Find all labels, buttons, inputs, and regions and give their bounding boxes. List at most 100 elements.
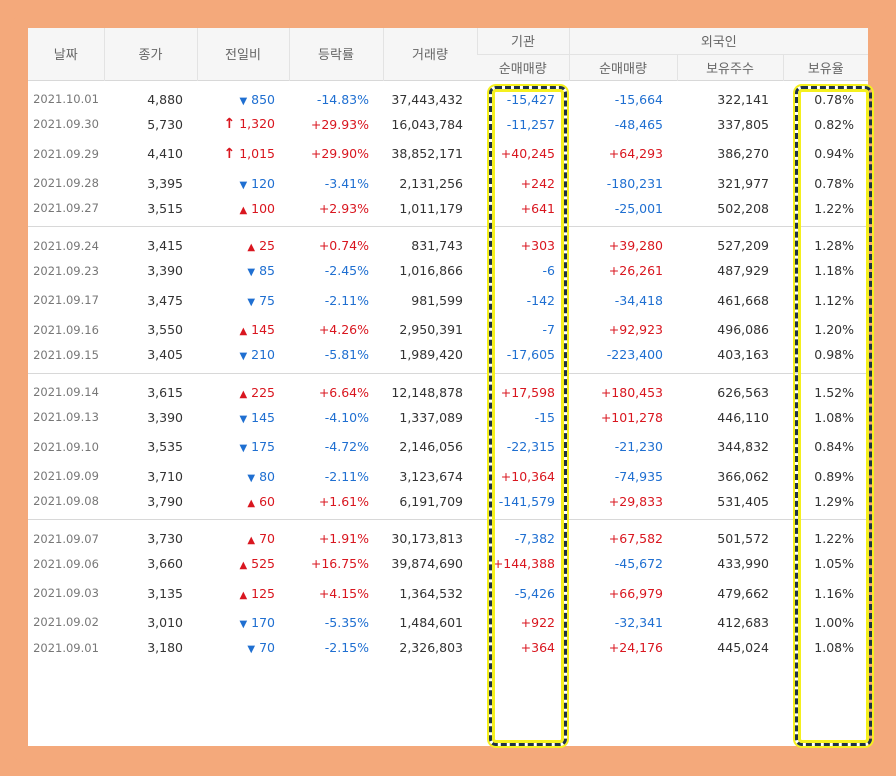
cell-foreign-ratio: 1.22% [814, 200, 854, 216]
cell-change: ▲ 25 [197, 227, 289, 256]
cell-rate: +29.93% [310, 116, 369, 132]
cell-change: ↑ 1,015 [197, 139, 289, 168]
cell-foreign-net: -34,418 [614, 292, 663, 308]
cell-close: 3,405 [147, 347, 183, 363]
triangle-up-icon: ▲ [239, 589, 248, 601]
change-value: 175 [251, 439, 275, 455]
col-change-header: 전일비 [196, 28, 289, 80]
row-group: 2021.10.01 4,880 ▼ 850 -14.83% 37,443,432 -15,… [28, 81, 868, 227]
triangle-up-icon: ▲ [239, 326, 248, 338]
cell-volume: 1,011,179 [399, 200, 463, 216]
cell-rate: -5.35% [324, 614, 369, 630]
cell-close: 3,135 [147, 585, 183, 601]
cell-foreign-net: -48,465 [614, 116, 663, 132]
cell-foreign-net: -74,935 [614, 468, 663, 484]
cell-foreign-ratio: 1.05% [814, 556, 854, 572]
triangle-up-icon: ▲ [239, 560, 248, 572]
cell-date: 2021.09.29 [33, 146, 99, 161]
cell-volume: 1,484,601 [399, 614, 463, 630]
triangle-down-icon: ▼ [247, 472, 256, 484]
triangle-down-icon: ▼ [247, 296, 256, 308]
cell-change: ▼ 70 [197, 637, 289, 666]
table-header: 날짜 종가 전일비 등락률 거래량 기관 외국인 순매매량 순매매량 보유주수 … [28, 28, 869, 80]
cell-foreign-holding: 322,141 [717, 91, 769, 107]
foreign-ratio-column-highlight [795, 86, 872, 746]
cell-volume: 2,131,256 [399, 175, 463, 191]
cell-foreign-ratio: 0.89% [814, 468, 854, 484]
change-value: 60 [259, 493, 275, 509]
cell-foreign-net: +101,278 [600, 409, 663, 425]
col-foreign-header: 외국인 [568, 28, 869, 54]
cell-volume: 3,123,674 [399, 468, 463, 484]
cell-change: ▼ 120 [197, 168, 289, 197]
cell-foreign-net: +26,261 [608, 263, 663, 279]
cell-foreign-holding: 412,683 [717, 614, 769, 630]
cell-rate: +16.75% [310, 556, 369, 572]
table-row: 2021.09.01 3,180 ▼ 70 -2.15% 2,326,803 +364 +24… [28, 637, 868, 666]
cell-institution-net: -5,426 [514, 585, 555, 601]
col-close-header: 종가 [103, 28, 197, 80]
cell-institution-net: -142 [526, 292, 555, 308]
cell-change: ▼ 850 [197, 81, 289, 110]
cell-volume: 1,016,866 [399, 263, 463, 279]
upper-limit-arrow-icon: ↑ [223, 145, 236, 162]
cell-change: ↑ 1,320 [197, 110, 289, 139]
table-row: 2021.09.15 3,405 ▼ 210 -5.81% 1,989,420 -17,60… [28, 344, 868, 373]
cell-close: 3,550 [147, 322, 183, 338]
cell-volume: 2,950,391 [399, 322, 463, 338]
cell-institution-net: -22,315 [506, 439, 555, 455]
cell-rate: +4.15% [318, 585, 369, 601]
cell-foreign-net: +24,176 [608, 640, 663, 656]
change-value: 210 [251, 347, 275, 363]
cell-rate: +29.90% [310, 146, 369, 162]
col-foreign-ratio-header: 보유율 [782, 53, 869, 80]
cell-foreign-ratio: 1.29% [814, 493, 854, 509]
cell-institution-net: -15 [534, 409, 555, 425]
cell-foreign-ratio: 1.08% [814, 409, 854, 425]
cell-institution-net: +10,364 [500, 468, 555, 484]
cell-foreign-holding: 496,086 [717, 322, 769, 338]
change-value: 100 [251, 200, 275, 216]
table-row: 2021.09.02 3,010 ▼ 170 -5.35% 1,484,601 +922 -3… [28, 608, 868, 637]
triangle-down-icon: ▼ [239, 443, 248, 455]
table-row: 2021.09.30 5,730 ↑ 1,320 +29.93% 16,043,784 -1… [28, 110, 868, 139]
triangle-down-icon: ▼ [239, 179, 248, 191]
change-value: 120 [251, 175, 275, 191]
cell-volume: 1,989,420 [399, 347, 463, 363]
cell-volume: 2,326,803 [399, 640, 463, 656]
cell-foreign-net: +64,293 [608, 146, 663, 162]
cell-foreign-net: -32,341 [614, 614, 663, 630]
cell-foreign-holding: 321,977 [717, 175, 769, 191]
triangle-down-icon: ▼ [239, 95, 248, 107]
cell-foreign-holding: 461,668 [717, 292, 769, 308]
cell-foreign-net: +39,280 [608, 238, 663, 254]
cell-change: ▼ 210 [197, 344, 289, 373]
cell-foreign-net: +180,453 [600, 384, 663, 400]
cell-institution-net: +242 [520, 175, 555, 191]
investor-trading-table: 날짜 종가 전일비 등락률 거래량 기관 외국인 순매매량 순매매량 보유주수 … [28, 28, 869, 81]
cell-foreign-ratio: 0.78% [814, 175, 854, 191]
cell-close: 3,535 [147, 439, 183, 455]
change-value: 170 [251, 614, 275, 630]
cell-change: ▲ 125 [197, 579, 289, 608]
change-value: 850 [251, 91, 275, 107]
cell-close: 3,660 [147, 556, 183, 572]
cell-close: 3,390 [147, 409, 183, 425]
cell-foreign-ratio: 0.78% [814, 91, 854, 107]
cell-volume: 39,874,690 [391, 556, 463, 572]
cell-foreign-holding: 531,405 [717, 493, 769, 509]
change-value: 525 [251, 556, 275, 572]
cell-rate: -2.45% [324, 263, 369, 279]
cell-date: 2021.09.02 [33, 615, 99, 630]
cell-rate: -4.72% [324, 439, 369, 455]
cell-date: 2021.09.23 [33, 263, 99, 278]
cell-date: 2021.09.15 [33, 347, 99, 362]
cell-foreign-holding: 445,024 [717, 640, 769, 656]
cell-volume: 2,146,056 [399, 439, 463, 455]
triangle-down-icon: ▼ [239, 618, 248, 630]
change-value: 70 [259, 531, 275, 547]
cell-close: 3,515 [147, 200, 183, 216]
cell-date: 2021.09.13 [33, 410, 99, 425]
cell-date: 2021.09.08 [33, 494, 99, 509]
cell-rate: +1.61% [318, 493, 369, 509]
